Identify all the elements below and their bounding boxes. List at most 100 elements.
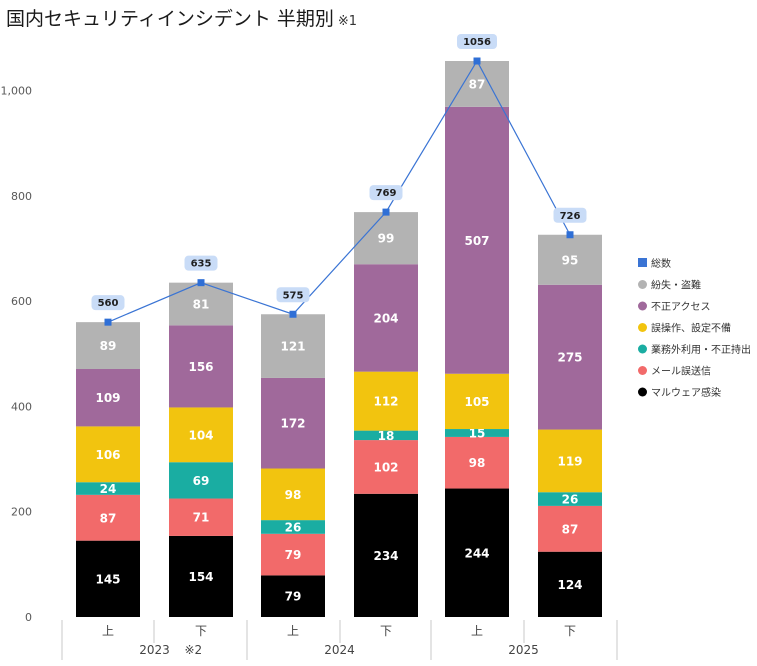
- total-line: [107, 59, 571, 323]
- bar-segment: [76, 482, 140, 495]
- bar-segment-label: 79: [285, 590, 302, 604]
- bar-segment-label: 79: [285, 548, 302, 562]
- total-marker: [473, 57, 481, 65]
- total-marker: [289, 310, 297, 318]
- bar-segment-label: 156: [188, 360, 213, 374]
- total-marker: [197, 279, 205, 287]
- bar-segment: [169, 325, 233, 408]
- total-label: 769: [376, 188, 397, 199]
- category-label: 上: [287, 624, 299, 638]
- bar-segment: [354, 430, 418, 441]
- bar-segment: [445, 488, 509, 617]
- category-label: 下: [195, 624, 207, 638]
- bar-segment: [76, 426, 140, 483]
- bar-segment: [76, 494, 140, 541]
- legend-label: 総数: [651, 257, 671, 270]
- bar-segment-label: 95: [562, 253, 579, 267]
- bar-segment: [538, 234, 602, 285]
- legend-label: 誤操作、設定不備: [651, 322, 731, 335]
- legend-swatch: [638, 366, 647, 375]
- bar-segment: [538, 551, 602, 617]
- y-tick-label: 400: [11, 400, 32, 413]
- bar-segment-label: 244: [464, 546, 489, 560]
- bar-segment-label: 69: [193, 474, 210, 488]
- legend-swatch: [638, 344, 647, 354]
- bar-segment: [261, 575, 325, 617]
- bar-segment-label: 26: [562, 493, 579, 507]
- bar-segment: [354, 493, 418, 617]
- bar-segment-label: 275: [557, 351, 582, 365]
- total-label-bg: [553, 207, 587, 223]
- bar-segment: [76, 540, 140, 617]
- bar-segment: [538, 429, 602, 493]
- total-label-bg: [91, 295, 125, 311]
- year-label: 2023: [139, 643, 170, 657]
- legend-swatch: [638, 301, 647, 311]
- category-label: 上: [471, 624, 483, 638]
- bar-segment: [538, 505, 602, 552]
- legend-swatch: [638, 323, 647, 332]
- bar-segment: [261, 533, 325, 576]
- bar-segment: [76, 369, 140, 427]
- bar-segment: [169, 498, 233, 536]
- bar-segment: [169, 462, 233, 499]
- bar-segment: [445, 429, 509, 437]
- bar-segment: [261, 468, 325, 521]
- bar-segment-label: 102: [373, 460, 398, 474]
- bar-segment-label: 119: [557, 454, 582, 468]
- legend-label: マルウェア感染: [651, 386, 721, 399]
- total-label: 575: [283, 290, 304, 301]
- total-label-bg: [369, 185, 403, 201]
- y-tick-label: 800: [11, 190, 32, 203]
- bar-segment-label: 87: [469, 77, 486, 91]
- bar-segment: [445, 373, 509, 430]
- category-label: 上: [102, 624, 114, 638]
- bar-segment: [354, 264, 418, 372]
- bar-segment-label: 109: [95, 391, 120, 405]
- total-label-bg: [276, 287, 310, 303]
- legend-label: メール誤送信: [651, 365, 711, 378]
- bar-segment: [261, 377, 325, 469]
- total-label-bg: [184, 255, 218, 271]
- legend-swatch-total: [638, 258, 647, 267]
- bar-segment: [445, 61, 509, 107]
- total-marker: [104, 318, 112, 326]
- category-label: 下: [564, 624, 576, 638]
- bar-segment-label: 99: [378, 232, 395, 246]
- total-marker: [566, 231, 574, 239]
- y-tick-label: 1,000: [1, 84, 33, 97]
- title-text: 国内セキュリティインシデント 半期別: [6, 8, 334, 30]
- total-label: 635: [191, 259, 212, 270]
- bar-segment-label: 104: [188, 428, 213, 442]
- bar-segment-label: 154: [188, 570, 213, 584]
- y-tick-label: 200: [11, 506, 32, 519]
- chart-title: 国内セキュリティインシデント 半期別 ※1: [6, 4, 357, 31]
- bar-segment-label: 507: [464, 234, 489, 248]
- bar-segment: [354, 440, 418, 494]
- bar-segment-label: 71: [193, 511, 210, 525]
- bar-segment: [261, 314, 325, 378]
- year-label: 2024: [324, 643, 355, 657]
- bar-segment-label: 89: [100, 339, 117, 353]
- y-tick-label: 600: [11, 295, 32, 308]
- y-tick-label: 0: [25, 611, 32, 624]
- bar-segment-label: 24: [100, 482, 117, 496]
- bar-segment-label: 105: [464, 395, 489, 409]
- bar-segment: [354, 371, 418, 431]
- legend-label: 不正アクセス: [651, 301, 711, 313]
- bar-segment-label: 26: [285, 520, 302, 534]
- total-label-bg: [457, 34, 497, 49]
- legend-label: 業務外利用・不正持出: [651, 343, 751, 356]
- total-label: 726: [560, 211, 581, 222]
- year-footnote-mark: ※2: [185, 643, 203, 657]
- total-label: 560: [98, 298, 119, 309]
- bar-segment: [261, 520, 325, 534]
- bar-segment: [445, 436, 509, 489]
- bar-segment-label: 121: [280, 340, 305, 354]
- category-label: 下: [380, 624, 392, 638]
- total-label: 1056: [463, 37, 491, 48]
- bar-segment-label: 87: [100, 511, 117, 525]
- title-footnote-mark: ※1: [337, 14, 358, 29]
- bar-segment: [169, 407, 233, 463]
